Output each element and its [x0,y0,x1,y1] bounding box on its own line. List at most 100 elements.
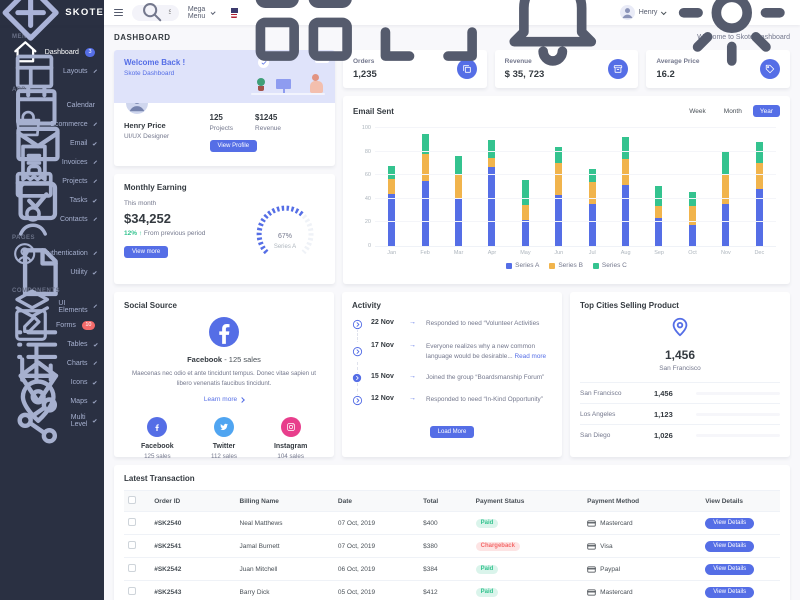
social-item-facebook[interactable]: Facebook 125 sales [124,417,191,460]
range-button-month[interactable]: Month [717,105,749,117]
page-title: DASHBOARD [114,33,171,42]
bar-oct[interactable] [688,191,696,246]
search-input[interactable] [168,9,171,16]
bar-segment [688,224,696,246]
fullscreen-icon[interactable] [371,0,487,70]
row-checkbox[interactable] [128,564,136,572]
view-details-button[interactable]: View Details [705,563,755,575]
view-details-button[interactable]: View Details [705,540,755,552]
read-more-link[interactable]: Read more [512,352,547,360]
stat-value: $ 35, 723 [504,69,545,80]
twitter-icon [214,417,234,438]
receipt-icon [12,141,56,185]
chevron-down-icon [93,303,97,308]
facebook-icon [147,417,168,438]
view-details-button[interactable]: View Details [705,517,755,529]
stat-label: Average Price [656,58,700,65]
row-checkbox[interactable] [128,518,136,526]
tag-icon [760,59,781,79]
apps-grid-icon[interactable] [246,0,362,70]
view-details-button[interactable]: View Details [705,586,755,598]
bar-aug[interactable] [622,137,630,246]
user-menu[interactable]: Henry [619,5,667,20]
sidebar-item-forms[interactable]: Forms 10 [0,309,104,342]
breadcrumb: Welcome to Skote Dashboard [697,34,790,41]
bar-may[interactable] [521,179,529,246]
view-profile-button[interactable]: View Profile [209,140,258,152]
row-checkbox[interactable] [128,587,136,595]
y-axis-tick: 80 [364,148,371,155]
stacked-bar-chart: 0 20 40 60 80 100 [362,125,776,249]
sidebar-item-invoices[interactable]: Invoices [0,144,104,181]
sidebar-item-tables[interactable]: Tables [0,330,104,359]
chevron-down-icon [93,121,97,126]
sidebar-item-multi-level[interactable]: Multi Level [0,397,104,444]
chevron-right-icon [239,396,245,403]
sidebar-section-header: PAGES [12,235,36,241]
activity-text: Everyone realizes why a new common langu… [426,343,547,360]
learn-more-link[interactable]: Learn more [204,396,245,403]
mega-menu-label: Mega Menu [187,5,206,20]
range-button-week[interactable]: Week [682,105,713,117]
sidebar-section-header: MENU [12,34,32,40]
menu-toggle-icon[interactable] [114,8,123,17]
range-button-year[interactable]: Year [752,105,780,117]
profile-role: UI/UX Designer [124,133,170,140]
order-date: 07 Oct, 2019 [333,534,420,558]
city-progress-bar [696,433,780,437]
welcome-stat-label: Revenue [255,125,282,132]
payment-method: Mastercard [587,519,697,528]
sidebar-item-calendar[interactable]: Calendar [0,85,104,126]
view-more-button[interactable]: View more [124,246,169,258]
sidebar-item-label: Charts [66,360,88,367]
bar-apr[interactable] [488,139,496,246]
email-sent-card: Email Sent Week Month Year 0 20 40 60 80 100 Ja… [343,96,790,284]
top-city-total: 1,456 [664,348,696,362]
chevron-down-icon [210,9,216,15]
billing-name: Barry Dick [235,580,334,600]
sidebar-item-layouts[interactable]: Layouts [0,54,104,89]
transactions-table: Order ID Billing Name Date Total Payment Sta… [124,490,780,600]
social-item-twitter[interactable]: Twitter 112 sales [191,417,258,460]
bar-segment [588,182,596,204]
bar-sep[interactable] [655,185,663,246]
sidebar-item-contacts[interactable]: Contacts [0,205,104,236]
monthly-amount: $34,252 [124,211,171,226]
social-item-instagram[interactable]: Instagram 104 sales [257,417,324,460]
load-more-button[interactable]: Load More [429,426,475,439]
bar-dec[interactable] [755,142,763,246]
brand-logo[interactable]: SKOTE [0,0,104,41]
city-row: San Diego 1,026 [580,424,780,445]
activity-item: 15 Nov → Joined the group “Boardsmanship F… [352,373,552,398]
mega-menu-button[interactable]: Mega Menu [187,5,216,20]
activity-card: Activity 22 Nov → Responded to need “Volun… [342,292,562,457]
bar-jun[interactable] [555,146,563,246]
calendar-icon [12,81,61,130]
bar-nov[interactable] [722,151,730,246]
status-badge: Paid [475,587,499,597]
bar-mar[interactable] [455,156,463,246]
bar-segment [488,166,496,246]
x-axis-label: Aug [620,250,631,256]
settings-gear-icon[interactable] [674,0,790,70]
select-all-checkbox[interactable] [128,496,136,504]
bar-segment [622,184,630,246]
activity-text: Joined the group “Boardsmanship Forum” [426,374,545,382]
welcome-card: Welcome Back ! Skote Dashboard [114,50,335,166]
column-header: View Details [701,490,780,512]
bar-jan[interactable] [388,165,396,246]
bar-segment [488,139,496,158]
welcome-subtitle: Skote Dashboard [124,70,175,77]
language-flag-icon[interactable] [231,7,239,18]
bar-segment [622,137,630,159]
notifications-bell-icon[interactable]: 3 [495,0,611,70]
user-icon [12,199,54,241]
social-source-card: Social Source Facebook - 125 sales Maece… [114,292,334,460]
monthly-change: 12% ↑ From previous period [124,230,206,237]
right-arrow-icon: → [409,395,416,403]
bar-feb[interactable] [421,133,429,246]
bar-jul[interactable] [588,169,596,246]
bar-segment [488,157,496,167]
sidebar-item-utility[interactable]: Utility [0,248,104,297]
row-checkbox[interactable] [128,541,136,549]
